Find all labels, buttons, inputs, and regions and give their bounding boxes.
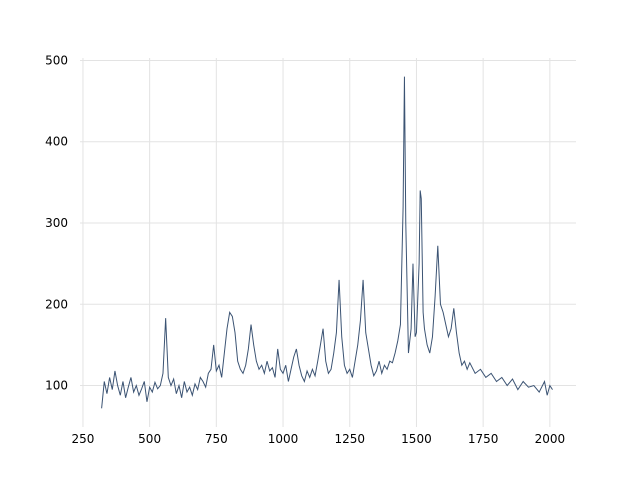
y-tick-label: 300 <box>45 216 68 230</box>
x-tick-label: 1000 <box>268 432 299 446</box>
x-tick-label: 1750 <box>468 432 499 446</box>
x-tick-label: 500 <box>138 432 161 446</box>
y-tick-label: 400 <box>45 135 68 149</box>
x-tick-label: 250 <box>71 432 94 446</box>
x-tick-label: 1500 <box>401 432 432 446</box>
y-tick-label: 500 <box>45 53 68 67</box>
x-tick-label: 2000 <box>535 432 566 446</box>
y-tick-label: 100 <box>45 379 68 393</box>
y-tick-label: 200 <box>45 297 68 311</box>
x-tick-label: 750 <box>205 432 228 446</box>
data-line <box>101 76 553 409</box>
x-tick-label: 1250 <box>334 432 365 446</box>
